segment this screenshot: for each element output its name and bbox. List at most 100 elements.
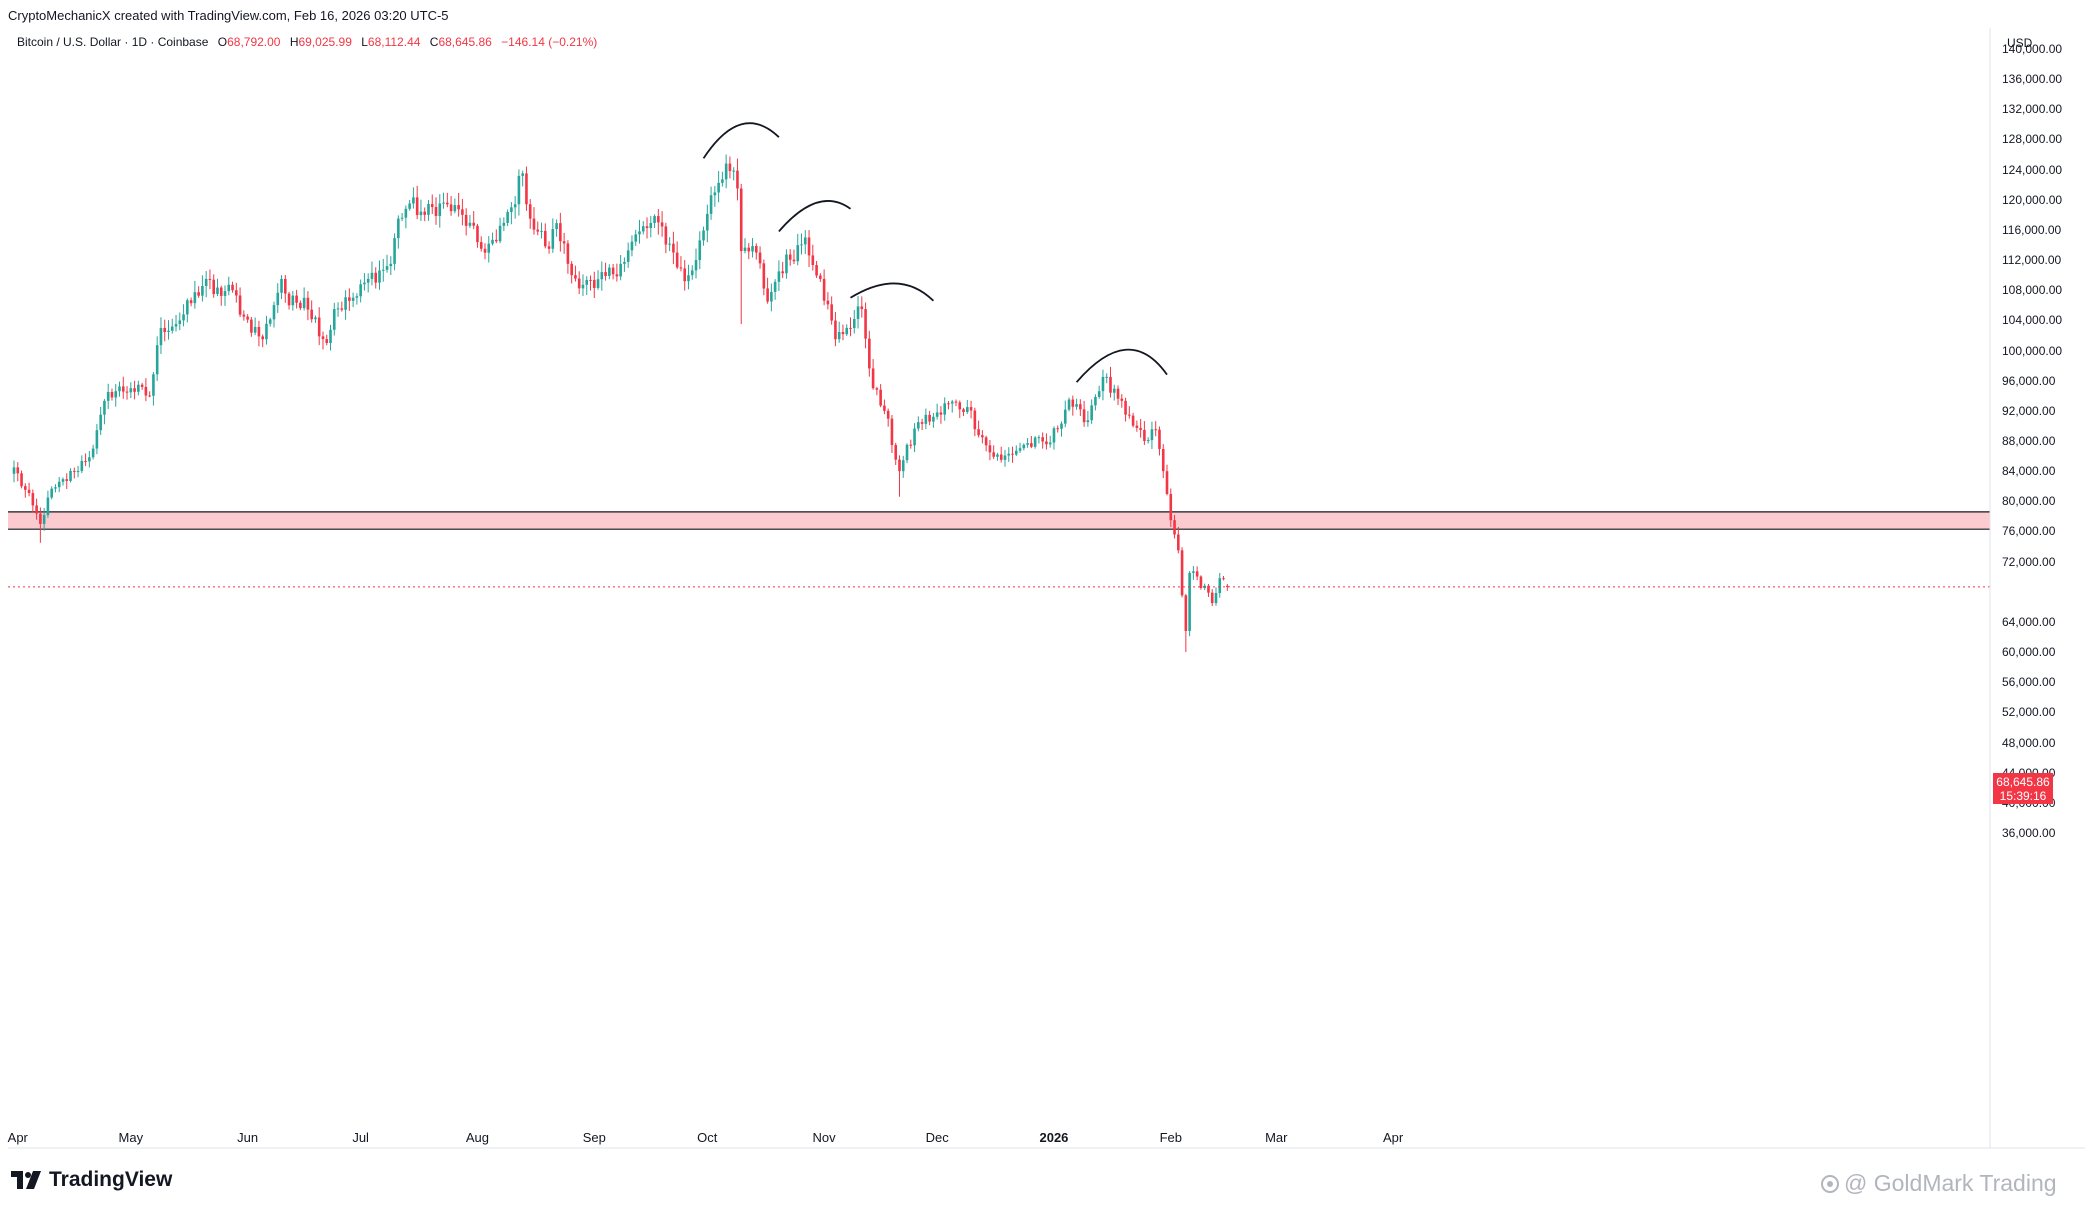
price-tick-label: 108,000.00: [2002, 283, 2063, 298]
candle: [540, 222, 543, 239]
candle: [61, 477, 65, 486]
candle-body: [679, 267, 683, 269]
candle-body: [1161, 449, 1165, 472]
candle-body: [231, 284, 234, 291]
candle-body: [61, 479, 65, 482]
candle: [50, 486, 53, 500]
price-tick-label: 64,000.00: [2002, 614, 2056, 629]
resistance-arc[interactable]: [778, 200, 852, 233]
candle: [657, 209, 660, 235]
candle: [1109, 366, 1112, 398]
candle: [1041, 432, 1044, 449]
candle-body: [754, 246, 758, 253]
candle: [890, 415, 894, 454]
candle: [532, 207, 536, 235]
candle-body: [54, 487, 57, 489]
candle-body: [178, 320, 182, 325]
candle-body: [344, 297, 347, 310]
candle-body: [148, 395, 151, 397]
candle: [1026, 438, 1029, 448]
candle-body: [453, 205, 457, 212]
candle: [913, 423, 916, 453]
price-tick-label: 84,000.00: [2002, 464, 2056, 479]
candle-body: [1180, 550, 1184, 596]
candle-body: [901, 460, 905, 472]
candle-body: [525, 173, 528, 205]
candle-body: [513, 204, 517, 208]
candle-body: [152, 374, 155, 396]
candle-body: [1177, 534, 1180, 551]
candle-body: [1173, 520, 1176, 535]
price-tick-label: 52,000.00: [2002, 705, 2056, 720]
candle-body: [626, 250, 630, 262]
price-tick-label: 76,000.00: [2002, 524, 2056, 539]
candle-body: [216, 287, 219, 294]
candle-body: [890, 418, 894, 446]
candle-body: [543, 230, 547, 247]
candle-body: [1210, 592, 1214, 604]
candle-body: [204, 278, 208, 286]
candle: [95, 424, 99, 455]
candle: [80, 455, 84, 474]
candle-body: [1045, 441, 1048, 445]
candle-body: [634, 234, 638, 242]
candle: [359, 279, 362, 303]
candle-body: [905, 444, 909, 461]
candle: [325, 334, 329, 346]
candle-body: [864, 309, 867, 339]
candle-body: [532, 218, 536, 230]
currency-label: USD: [2007, 36, 2033, 50]
candle: [389, 256, 393, 276]
candle-body: [261, 336, 264, 340]
candle-body: [302, 297, 306, 309]
candle: [698, 231, 702, 270]
candle-body: [310, 309, 313, 320]
candle: [20, 470, 23, 489]
candle: [227, 276, 231, 296]
candle-body: [962, 409, 965, 413]
price-tick-label: 116,000.00: [2002, 222, 2062, 237]
candle-body: [766, 288, 769, 302]
candle: [1003, 449, 1007, 467]
candle: [517, 169, 521, 216]
resistance-arc[interactable]: [702, 122, 780, 159]
candle-body: [415, 197, 419, 216]
candle: [510, 201, 513, 225]
candle: [476, 223, 479, 248]
candle-body: [913, 428, 916, 446]
candle-body: [1135, 425, 1139, 428]
candle: [679, 256, 683, 272]
candle: [943, 397, 946, 421]
candle: [419, 199, 423, 221]
candle-body: [611, 267, 615, 275]
candle: [114, 384, 118, 407]
candle-body: [1158, 429, 1161, 450]
candle-body: [1071, 399, 1075, 407]
candle-body: [306, 297, 310, 310]
resistance-arc[interactable]: [1075, 348, 1168, 383]
candle: [543, 223, 547, 249]
candle: [415, 185, 419, 220]
candle: [238, 287, 242, 317]
tradingview-logo[interactable]: TradingView: [11, 1168, 172, 1192]
candle-body: [721, 179, 724, 183]
candle: [773, 279, 777, 300]
candle-body: [600, 272, 604, 280]
candle-body: [909, 444, 913, 446]
candle-body: [400, 217, 404, 219]
candle: [1143, 421, 1146, 445]
candle-body: [698, 240, 702, 261]
candle: [577, 271, 581, 295]
candle: [397, 215, 400, 249]
candle-body: [16, 467, 20, 474]
candle-body: [57, 481, 61, 488]
candle: [574, 265, 577, 282]
time-tick-label: Aug: [465, 1130, 490, 1145]
candle: [479, 236, 483, 252]
candle: [1112, 384, 1116, 401]
resistance-arc[interactable]: [850, 282, 935, 302]
candle: [1154, 421, 1158, 437]
candle: [566, 240, 570, 274]
